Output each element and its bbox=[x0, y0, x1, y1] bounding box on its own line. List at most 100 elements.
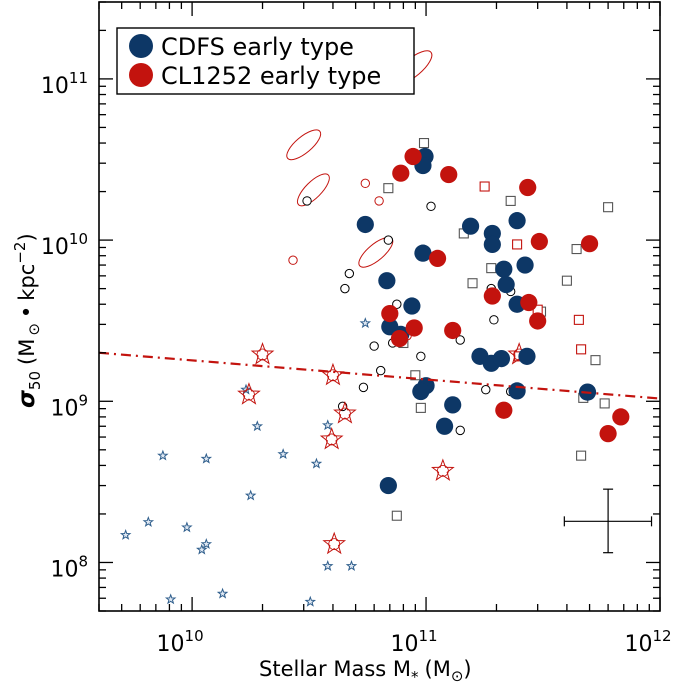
data-point bbox=[529, 312, 547, 330]
data-point bbox=[576, 344, 587, 355]
x-title-sub: * bbox=[411, 668, 419, 683]
data-point bbox=[181, 521, 193, 533]
data-point bbox=[383, 183, 394, 194]
data-point bbox=[374, 196, 384, 206]
data-point bbox=[376, 365, 386, 376]
data-point-ring bbox=[328, 538, 341, 551]
data-point bbox=[418, 138, 430, 149]
y-title-close: ) bbox=[15, 233, 39, 241]
y-tick-label: 109 bbox=[50, 391, 88, 421]
data-point-ring bbox=[325, 433, 338, 446]
data-point bbox=[516, 256, 534, 274]
data-point bbox=[250, 342, 275, 365]
data-point bbox=[426, 201, 436, 212]
data-point bbox=[508, 212, 526, 230]
data-point bbox=[196, 543, 208, 555]
data-point bbox=[344, 268, 355, 279]
y-tick-label: 1011 bbox=[41, 69, 88, 99]
y-title-dot: • bbox=[15, 306, 39, 318]
y-title-units: (M bbox=[15, 339, 39, 365]
plot-layer bbox=[98, 47, 661, 607]
data-point bbox=[444, 396, 462, 414]
data-point-ring bbox=[327, 369, 339, 382]
x-title-units-sym: ⊙ bbox=[451, 667, 464, 683]
data-point bbox=[571, 243, 582, 255]
data-point bbox=[378, 272, 396, 290]
data-point bbox=[240, 383, 252, 395]
data-point bbox=[416, 351, 426, 362]
data-point bbox=[508, 382, 526, 400]
data-point bbox=[495, 401, 513, 419]
x-axis-title: Stellar Mass M* (M⊙) bbox=[259, 657, 472, 683]
data-point bbox=[486, 263, 497, 274]
data-point bbox=[483, 287, 501, 305]
x-tick-label: 1010 bbox=[157, 627, 204, 657]
y-tick-label: 108 bbox=[50, 552, 88, 582]
y-tick-exp: 9 bbox=[78, 391, 88, 409]
data-point bbox=[497, 275, 515, 294]
data-point bbox=[383, 235, 394, 245]
data-point bbox=[358, 382, 369, 393]
data-point bbox=[237, 382, 261, 405]
data-point bbox=[428, 249, 447, 267]
data-point bbox=[580, 235, 599, 253]
data-point bbox=[277, 448, 289, 460]
data-point bbox=[590, 355, 601, 366]
data-point bbox=[381, 304, 399, 323]
data-point bbox=[530, 232, 548, 251]
data-point bbox=[319, 426, 344, 450]
y-tick-base: 10 bbox=[50, 557, 78, 582]
data-point bbox=[164, 593, 177, 605]
data-point bbox=[345, 560, 358, 571]
data-point bbox=[142, 516, 155, 528]
data-point bbox=[603, 202, 614, 213]
data-point bbox=[391, 510, 402, 521]
error-ellipse bbox=[296, 173, 330, 207]
data-point bbox=[561, 275, 572, 286]
data-point bbox=[288, 255, 298, 265]
data-point bbox=[392, 299, 402, 309]
data-point bbox=[612, 408, 630, 426]
y-tick-exp: 11 bbox=[69, 69, 88, 87]
data-point bbox=[495, 260, 513, 278]
data-point bbox=[520, 293, 538, 312]
data-point bbox=[435, 417, 454, 435]
y-tick-label: 1010 bbox=[41, 230, 88, 260]
x-tick-base: 10 bbox=[624, 632, 652, 657]
data-point bbox=[599, 398, 610, 409]
legend-label-cdfs: CDFS early type bbox=[161, 33, 354, 61]
data-point bbox=[390, 329, 409, 348]
legend-marker-cl1252 bbox=[129, 63, 153, 87]
data-point bbox=[404, 147, 422, 166]
data-point bbox=[489, 315, 499, 325]
data-point bbox=[304, 595, 317, 607]
y-title-exp: −2 bbox=[11, 242, 29, 264]
data-point bbox=[430, 458, 455, 481]
data-point bbox=[310, 457, 323, 469]
x-tick-label: 1012 bbox=[624, 627, 671, 657]
y-title-sub: 50 bbox=[26, 371, 44, 390]
legend-box bbox=[116, 27, 415, 95]
data-point-ring bbox=[256, 348, 269, 361]
x-title-units-close: ) bbox=[463, 657, 471, 681]
data-point bbox=[119, 528, 132, 540]
data-point bbox=[479, 181, 490, 192]
x-tick-base: 10 bbox=[157, 632, 185, 657]
data-point bbox=[321, 560, 334, 571]
data-point bbox=[410, 370, 421, 381]
x-tick-exp: 11 bbox=[419, 627, 438, 645]
data-point bbox=[302, 196, 312, 206]
y-tick-base: 10 bbox=[41, 74, 69, 99]
data-point-ring bbox=[243, 388, 255, 401]
data-point bbox=[379, 476, 397, 495]
data-point bbox=[157, 449, 169, 461]
error-ellipse bbox=[286, 129, 322, 161]
data-point bbox=[573, 314, 584, 325]
data-point bbox=[492, 350, 511, 368]
data-point bbox=[505, 195, 516, 206]
y-tick-base: 10 bbox=[50, 396, 78, 421]
data-point bbox=[244, 489, 257, 501]
